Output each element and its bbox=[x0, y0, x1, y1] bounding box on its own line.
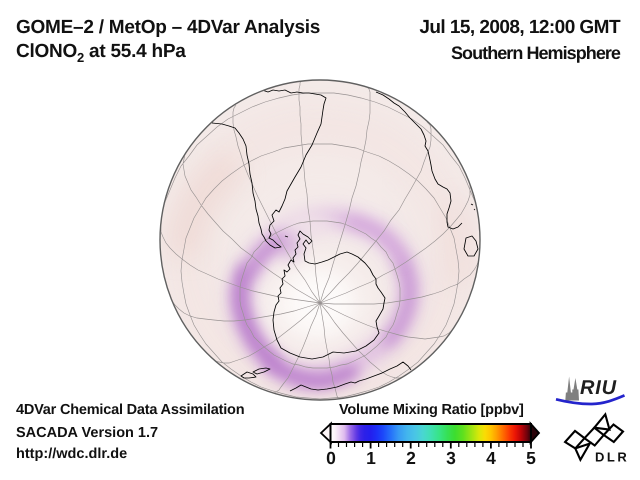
svg-text:DLR: DLR bbox=[595, 450, 629, 465]
svg-text:RIU: RIU bbox=[580, 377, 617, 399]
